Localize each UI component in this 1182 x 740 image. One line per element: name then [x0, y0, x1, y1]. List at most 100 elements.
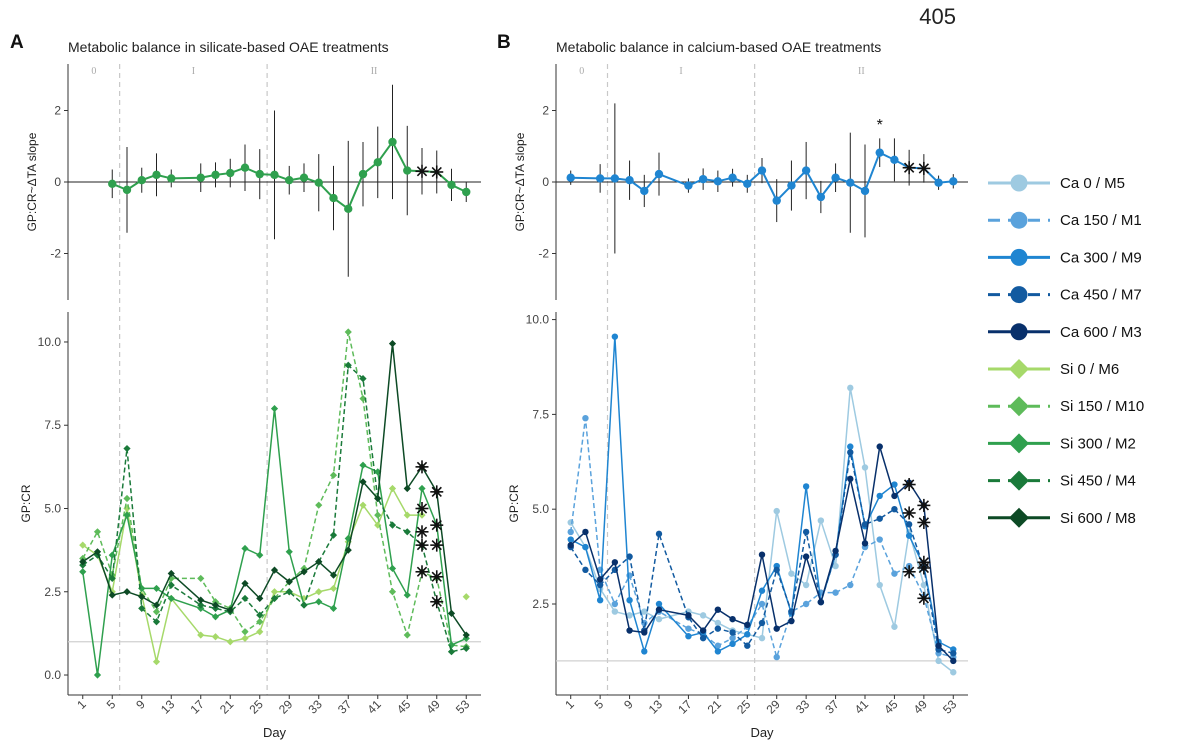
data-point [773, 507, 780, 515]
legend-label: Si 150 / M10 [1060, 398, 1144, 415]
data-point [329, 471, 338, 479]
slope-point [226, 168, 235, 178]
data-point [905, 521, 913, 528]
slope-point [890, 155, 899, 165]
data-point [847, 581, 854, 589]
data-point [123, 494, 131, 503]
chart-title: Metabolic balance in calcium-based OAE t… [556, 39, 881, 55]
data-point [359, 501, 367, 509]
data-point [167, 594, 175, 603]
y-tick-label: 7.5 [532, 407, 549, 421]
slope-point [196, 173, 205, 182]
slope-point [122, 185, 132, 195]
data-point [891, 492, 898, 500]
legend-entry: Si 150 / M10 [988, 396, 1144, 417]
slope-point [801, 166, 811, 175]
series-si-300-m2 [79, 404, 470, 679]
data-point [655, 600, 663, 608]
x-axis-label: Day [750, 725, 774, 740]
data-point [567, 536, 574, 543]
data-point [108, 574, 116, 583]
data-point [847, 384, 854, 392]
data-point [582, 528, 589, 536]
y-tick-label: 0 [542, 175, 549, 189]
legend-label: Ca 300 / M9 [1060, 249, 1142, 266]
phase-label: I [192, 66, 195, 77]
data-point [226, 638, 234, 646]
data-point [270, 404, 279, 413]
legend-entry: Si 450 / M4 [988, 470, 1136, 491]
slope-point [625, 176, 634, 185]
data-point [152, 608, 161, 616]
slope-point [344, 204, 353, 214]
data-point [758, 587, 766, 594]
y-axis-label: GP:CR [19, 484, 33, 522]
data-point [329, 604, 338, 613]
x-tick-label: 17 [188, 697, 208, 717]
data-point [699, 627, 707, 634]
significance-star [430, 570, 444, 584]
data-point [714, 648, 722, 655]
phase-label: 0 [91, 66, 96, 77]
data-point [655, 606, 663, 613]
data-point [876, 581, 883, 589]
x-tick-label: 21 [217, 697, 237, 717]
data-point [152, 618, 161, 626]
data-point [79, 558, 87, 566]
slope-point [270, 170, 279, 180]
slope-point [566, 173, 575, 182]
series-si-0-m6 [79, 484, 470, 666]
significance-star [415, 565, 429, 579]
legend-marker [1009, 359, 1029, 379]
data-point [655, 530, 663, 538]
data-point [138, 604, 146, 613]
slope-point [211, 170, 220, 180]
data-point [462, 644, 470, 652]
series-line [82, 343, 467, 636]
slope-point [846, 178, 855, 187]
data-point [374, 494, 382, 503]
significance-star [430, 165, 444, 179]
data-point [108, 551, 116, 559]
data-point [197, 631, 205, 639]
x-tick-label: 29 [276, 697, 296, 717]
y-tick-label: 2 [542, 103, 549, 117]
y-tick-label: -2 [538, 247, 549, 261]
data-point [744, 631, 751, 638]
legend-entry: Ca 300 / M9 [988, 248, 1142, 266]
x-tick-label: 5 [592, 697, 607, 712]
data-point [315, 558, 323, 566]
data-point [329, 571, 338, 579]
data-point [891, 505, 898, 513]
data-point [388, 340, 397, 348]
x-tick-label: 17 [675, 697, 695, 717]
data-point [567, 542, 574, 549]
data-point [626, 553, 633, 560]
data-point [744, 642, 751, 649]
slope-point [137, 176, 146, 185]
x-tick-label: 29 [763, 697, 783, 717]
data-point [582, 414, 589, 422]
data-point [241, 634, 249, 642]
data-point [359, 394, 367, 403]
data-point [226, 606, 234, 614]
x-tick-label: 13 [646, 697, 666, 717]
y-tick-label: -2 [50, 247, 61, 261]
data-point [167, 581, 175, 589]
x-tick-label: 53 [453, 697, 473, 717]
data-point [256, 551, 264, 559]
x-tick-label: 37 [822, 697, 842, 717]
data-point [567, 528, 574, 536]
x-tick-label: 45 [394, 697, 414, 717]
x-tick-label: 25 [734, 697, 754, 717]
slope-point [595, 174, 605, 183]
data-point [138, 593, 146, 601]
slope-point [787, 181, 796, 190]
data-point [685, 625, 692, 632]
legend-marker [1010, 248, 1028, 266]
data-point [744, 621, 751, 629]
data-point [374, 511, 382, 519]
x-axis-label: Day [263, 725, 287, 740]
gpcr-panel: 2.5 5.0 7.5 10.0 GP:CR 1 5 9 13 17 21 25 29 33 37 41 45 4… [507, 312, 968, 740]
data-point [611, 600, 619, 608]
